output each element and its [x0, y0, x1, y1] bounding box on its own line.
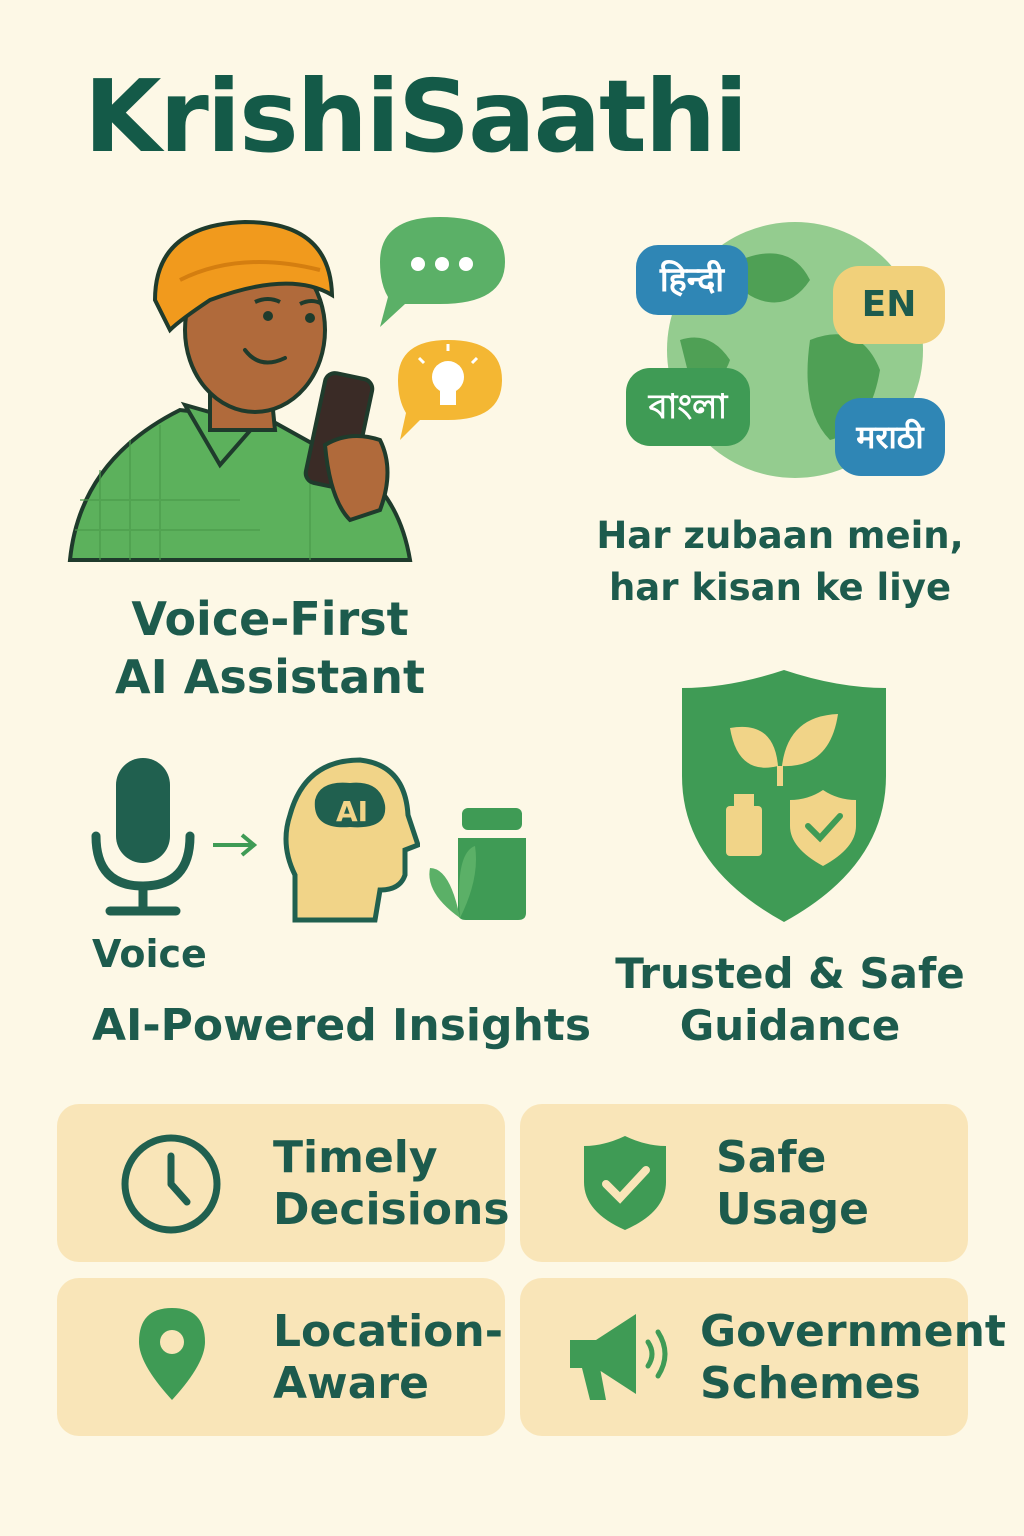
language-bubble-english: EN: [833, 266, 945, 344]
shield-check-icon: [584, 1136, 666, 1230]
card-timely-decisions: Timely Decisions: [57, 1104, 510, 1262]
farmer-illustration: [67, 219, 413, 562]
card-location-aware: Location- Aware: [57, 1278, 505, 1436]
arrow-right-icon: [213, 833, 258, 857]
microphone-icon: [91, 758, 195, 916]
language-bubble-bangla: বাংলা: [626, 368, 750, 446]
card-label: Location- Aware: [273, 1306, 503, 1409]
language-bubble-hindi: हिन्दी: [636, 245, 748, 315]
card-label: Safe Usage: [716, 1132, 869, 1235]
voice-first-caption: Voice-First AI Assistant: [114, 592, 425, 704]
chat-bubble-icon: [380, 217, 505, 327]
ai-head-icon: [283, 757, 420, 923]
language-bubble-marathi: मराठी: [835, 398, 945, 476]
plant-bottle-icon: [429, 808, 526, 920]
trusted-guidance-caption: Trusted & Safe Guidance: [615, 949, 965, 1050]
language-tagline: Har zubaan mein, har kisan ke liye: [596, 514, 964, 609]
voice-label: Voice: [92, 932, 207, 976]
ai-insights-caption: AI-Powered Insights: [92, 1000, 592, 1051]
megaphone-icon: [570, 1314, 668, 1400]
card-label: Timely Decisions: [273, 1132, 510, 1235]
card-safe-usage: Safe Usage: [520, 1104, 968, 1262]
location-pin-icon: [139, 1308, 205, 1400]
card-label: Government Schemes: [700, 1306, 1006, 1409]
trust-shield-icon: [682, 670, 886, 922]
card-government-schemes: Government Schemes: [520, 1278, 1006, 1436]
app-title: KrishiSaathi: [84, 58, 748, 175]
ai-badge: AI: [335, 795, 369, 828]
lightbulb-icon: [398, 340, 502, 440]
clock-icon: [121, 1134, 221, 1234]
